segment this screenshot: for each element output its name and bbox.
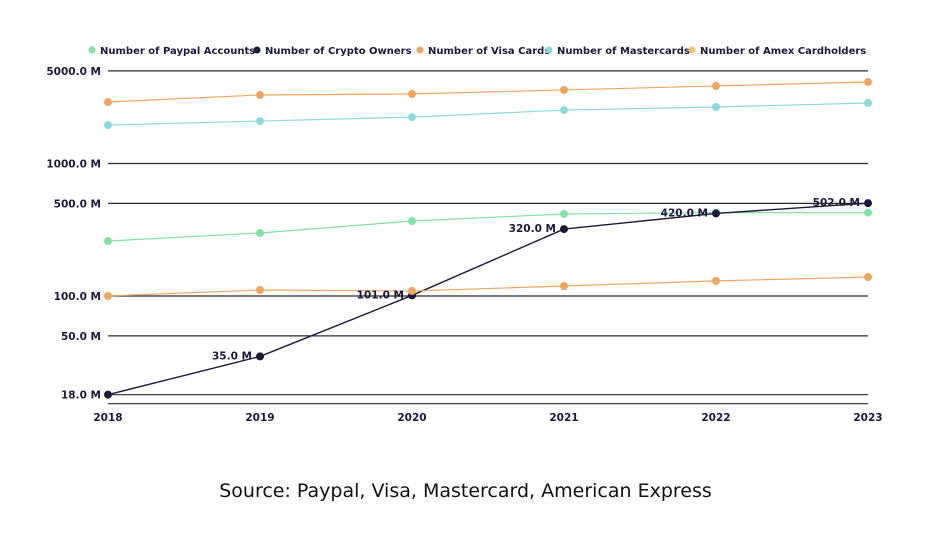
- data-point: [256, 352, 264, 361]
- data-label: 35.0 M: [212, 350, 252, 362]
- data-point: [712, 276, 720, 285]
- series-line: [107, 102, 869, 126]
- legend-label: Number of Amex Cardholders: [700, 46, 866, 57]
- legend-marker: [88, 46, 96, 54]
- legend: Number of Paypal Accounts Number of Crypt…: [88, 46, 866, 57]
- data-point: [104, 98, 112, 107]
- data-point: [560, 106, 568, 115]
- data-point: [560, 225, 568, 234]
- series-line: [107, 276, 869, 297]
- x-tick-label: 2019: [245, 412, 274, 424]
- y-tick-label: 18.0 M: [61, 390, 101, 402]
- x-tick-label: 2018: [93, 412, 122, 424]
- data-point: [560, 281, 568, 290]
- y-tick-label: 50.0 M: [61, 331, 101, 343]
- data-point: [864, 273, 872, 282]
- series-group: [104, 78, 872, 399]
- legend-label: Number of Mastercards: [557, 46, 690, 57]
- data-point: [104, 390, 112, 399]
- data-label: 320.0 M: [509, 223, 556, 235]
- data-point: [560, 85, 568, 94]
- data-point: [864, 78, 872, 87]
- x-tick-label: 2021: [549, 412, 578, 424]
- data-point: [104, 121, 112, 130]
- data-point: [408, 217, 416, 226]
- data-point: [256, 117, 264, 126]
- data-point: [864, 208, 872, 217]
- data-label: 420.0 M: [661, 207, 708, 219]
- data-point: [560, 209, 568, 218]
- line-chart: Number of Paypal Accounts Number of Crypt…: [46, 46, 882, 424]
- series-line: [107, 212, 868, 242]
- data-point: [408, 113, 416, 122]
- legend-label: Number of Paypal Accounts: [100, 46, 255, 57]
- legend-marker: [253, 46, 261, 54]
- data-label: 502.0 M: [813, 197, 860, 209]
- y-tick-label: 1000.0 M: [46, 159, 101, 171]
- x-axis-ticks: 2018 2019 2020 2021 2022 2023: [93, 412, 882, 424]
- series-line: [107, 81, 869, 103]
- data-point: [256, 90, 264, 99]
- legend-label: Number of Visa Cards: [428, 46, 550, 57]
- data-point: [712, 102, 720, 111]
- data-point: [408, 89, 416, 98]
- legend-marker: [545, 46, 553, 54]
- data-point: [104, 237, 112, 246]
- source-caption: Source: Paypal, Visa, Mastercard, Americ…: [219, 480, 712, 502]
- y-axis-ticks: 5000.0 M 1000.0 M 500.0 M 100.0 M 50.0 M 18.0…: [46, 66, 101, 402]
- data-point: [408, 287, 416, 296]
- legend-marker: [416, 46, 424, 54]
- data-point: [712, 81, 720, 90]
- y-tick-label: 500.0 M: [54, 198, 101, 210]
- x-tick-label: 2023: [853, 412, 882, 424]
- x-tick-label: 2022: [701, 412, 730, 424]
- data-point: [256, 285, 264, 294]
- legend-marker: [688, 46, 696, 54]
- data-label: 101.0 M: [357, 289, 404, 301]
- series-line: [107, 202, 869, 396]
- data-point: [864, 199, 872, 208]
- data-labels: 35.0 M 101.0 M 320.0 M 420.0 M 502.0 M: [212, 197, 860, 362]
- data-point: [104, 292, 112, 300]
- data-point: [712, 209, 720, 218]
- legend-label: Number of Crypto Owners: [265, 46, 412, 57]
- data-point: [864, 99, 872, 108]
- y-tick-label: 5000.0 M: [46, 66, 101, 78]
- data-point: [256, 228, 264, 237]
- y-tick-label: 100.0 M: [54, 291, 101, 303]
- grid-lines: [108, 70, 868, 405]
- x-tick-label: 2020: [397, 412, 426, 424]
